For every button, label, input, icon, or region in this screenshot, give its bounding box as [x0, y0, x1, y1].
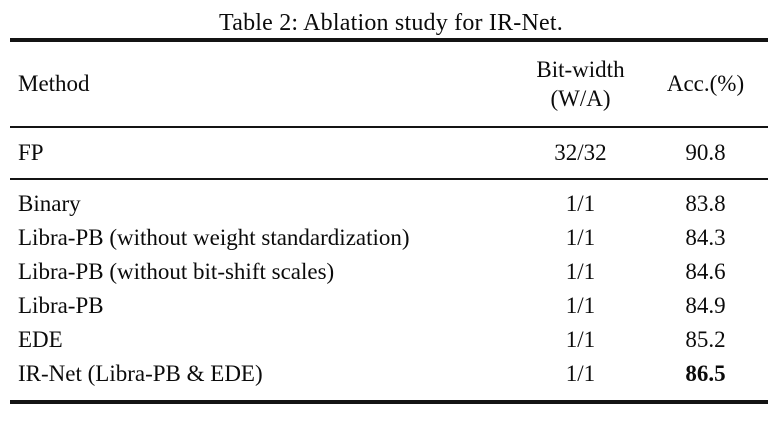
cell-method: FP — [18, 140, 44, 165]
header-mid-rule — [10, 126, 768, 128]
top-rule — [10, 38, 768, 42]
cell-method: Libra-PB (without weight standardization… — [18, 225, 410, 250]
table-row: Libra-PB (without bit-shift scales) 1/1 … — [10, 255, 768, 289]
ablation-table: Method Bit-width (W/A) Acc.(%) FP 32/32 … — [10, 38, 768, 404]
table-body: Binary 1/1 83.8 Libra-PB (without weight… — [10, 180, 768, 400]
table-row: EDE 1/1 85.2 — [10, 323, 768, 357]
bottom-rule — [10, 400, 768, 404]
fp-mid-rule — [10, 178, 768, 180]
cell-method: Libra-PB (without bit-shift scales) — [18, 259, 335, 284]
column-header-bitwidth: Bit-width (W/A) — [518, 55, 643, 113]
cell-acc: 84.9 — [685, 293, 726, 318]
column-header-method: Method — [18, 71, 90, 96]
table-row: Binary 1/1 83.8 — [10, 187, 768, 221]
header-row: Method Bit-width (W/A) Acc.(%) — [10, 42, 768, 126]
column-header-bitwidth-line1: Bit-width — [536, 57, 625, 82]
cell-bitwidth: 1/1 — [565, 259, 596, 284]
table-row: Libra-PB 1/1 84.9 — [10, 289, 768, 323]
cell-bitwidth: 1/1 — [565, 361, 596, 386]
cell-method: IR-Net (Libra-PB & EDE) — [18, 361, 263, 386]
cell-acc-best: 86.5 — [685, 361, 726, 386]
cell-acc: 84.6 — [685, 259, 726, 284]
cell-acc: 84.3 — [685, 225, 726, 250]
cell-acc: 85.2 — [685, 327, 726, 352]
table-row-fp: FP 32/32 90.8 — [10, 128, 768, 178]
table-row: Libra-PB (without weight standardization… — [10, 221, 768, 255]
cell-acc: 83.8 — [685, 191, 726, 216]
cell-bitwidth: 1/1 — [565, 225, 596, 250]
cell-method: EDE — [18, 327, 63, 352]
cell-method: Libra-PB — [18, 293, 104, 318]
column-header-acc: Acc.(%) — [666, 71, 745, 96]
cell-method: Binary — [18, 191, 81, 216]
column-header-bitwidth-line2: (W/A) — [550, 86, 611, 111]
cell-bitwidth: 32/32 — [554, 140, 607, 165]
cell-bitwidth: 1/1 — [565, 327, 596, 352]
cell-bitwidth: 1/1 — [565, 191, 596, 216]
table-row: IR-Net (Libra-PB & EDE) 1/1 86.5 — [10, 357, 768, 391]
table-caption: Table 2: Ablation study for IR-Net. — [219, 10, 563, 36]
cell-bitwidth: 1/1 — [565, 293, 596, 318]
cell-acc: 90.8 — [685, 140, 726, 165]
